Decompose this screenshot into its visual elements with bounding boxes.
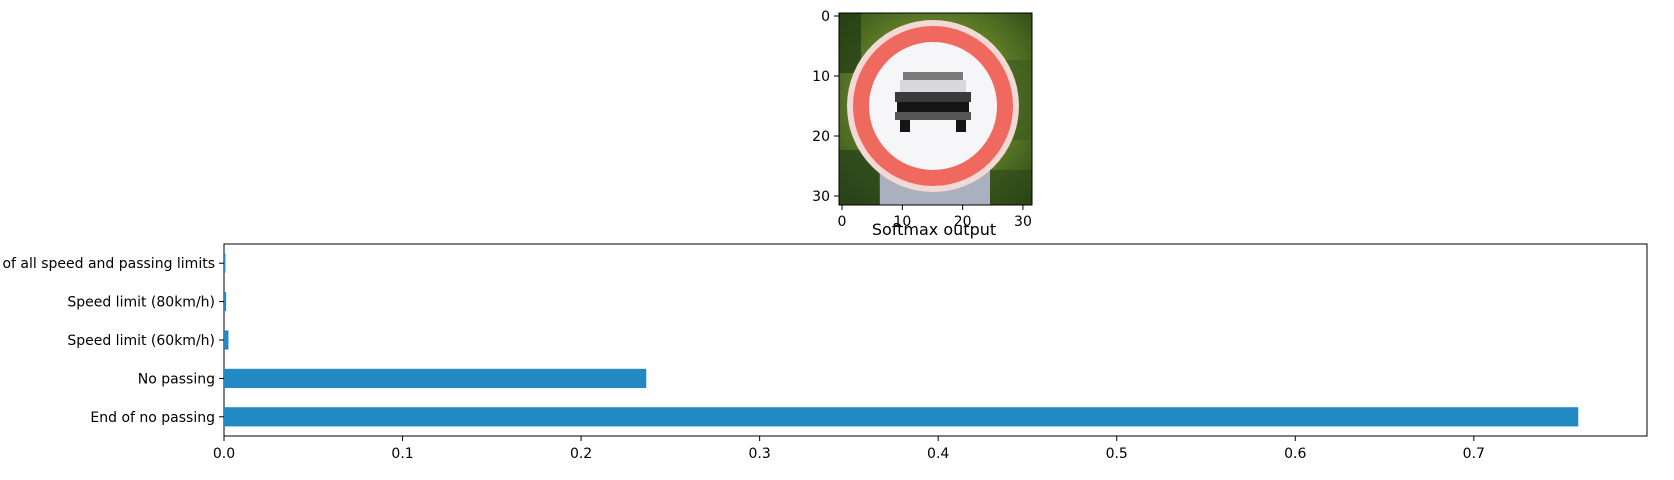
image-x-tick-label: 20	[954, 214, 972, 230]
image-x-tick-label: 30	[1014, 214, 1032, 230]
category-label: Speed limit (80km/h)	[67, 295, 215, 311]
bar	[224, 253, 226, 273]
x-tick-label: 0.3	[749, 446, 771, 462]
image-x-tick-label: 0	[838, 214, 847, 230]
category-label: End of no passing	[90, 410, 215, 426]
bar-x-ticks: 0.0 0.1 0.2 0.3 0.4 0.5 0.6 0.7	[213, 436, 1485, 462]
chart-title: Softmax output	[872, 220, 996, 239]
car-symbol	[895, 72, 971, 132]
category-label: Speed limit (60km/h)	[67, 333, 215, 349]
bar	[224, 407, 1579, 427]
bar	[224, 330, 229, 350]
bar-chart-subplot: Softmax output 0.0 0.1 0.2 0.3 0.4 0.5 0.6 0.7 …	[0, 220, 1648, 462]
image-y-tick-label: 10	[812, 69, 830, 85]
image-x-tick-label: 10	[893, 214, 911, 230]
x-tick-label: 0.0	[213, 446, 235, 462]
x-tick-label: 0.6	[1284, 446, 1306, 462]
traffic-sign-image	[839, 13, 1032, 205]
bar	[224, 292, 227, 312]
category-label: End of all speed and passing limits	[0, 256, 215, 272]
bar	[224, 368, 647, 388]
image-subplot: 0 10 20 30 0 10 20 30	[812, 9, 1033, 230]
image-y-tick-label: 30	[812, 189, 830, 205]
x-tick-label: 0.7	[1463, 446, 1485, 462]
category-label: No passing	[138, 371, 215, 387]
bars	[224, 253, 1579, 427]
image-y-tick-label: 20	[812, 129, 830, 145]
image-x-ticks: 0 10 20 30	[838, 205, 1032, 230]
image-frame	[838, 12, 1033, 206]
image-y-ticks: 0 10 20 30	[812, 9, 839, 205]
x-tick-label: 0.5	[1106, 446, 1128, 462]
x-tick-label: 0.1	[391, 446, 413, 462]
bar-y-ticks: End of no passing No passing Speed limit (…	[0, 256, 224, 426]
x-tick-label: 0.2	[570, 446, 592, 462]
x-tick-label: 0.4	[927, 446, 949, 462]
image-y-tick-label: 0	[821, 9, 830, 25]
